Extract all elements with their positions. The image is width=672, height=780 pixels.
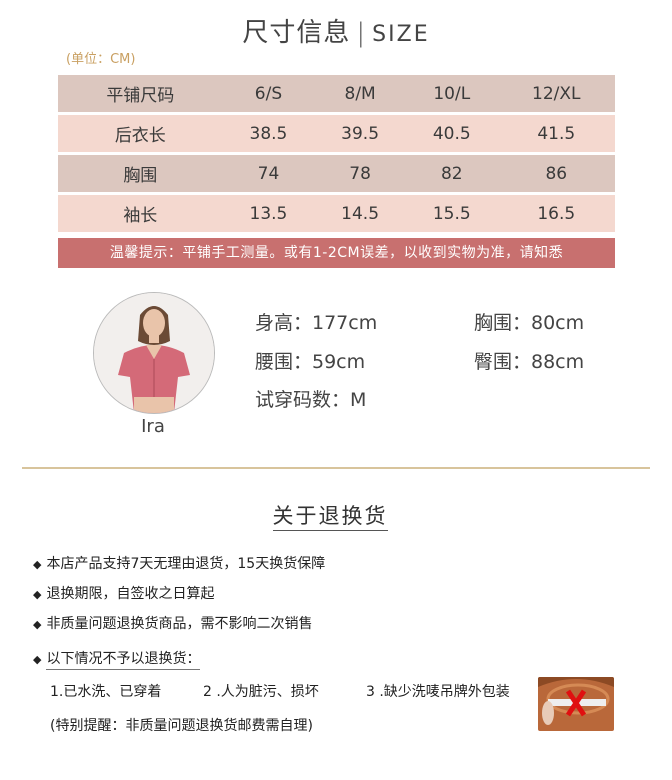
bullet-text: 本店产品支持7天无理由退货，15天换货保障 xyxy=(46,556,326,572)
table-header-cell: 平铺尺码 xyxy=(58,75,223,112)
missing-tag-image xyxy=(538,677,614,731)
page-title: 尺寸信息 | SIZE xyxy=(0,12,672,49)
table-row: 胸围 74 78 82 86 xyxy=(58,155,615,192)
model-photo-icon xyxy=(94,293,214,413)
table-cell: 78 xyxy=(314,155,406,192)
table-row: 后衣长 38.5 39.5 40.5 41.5 xyxy=(58,115,615,152)
unit-label: (单位：CM) xyxy=(66,52,136,67)
table-header-cell: 8/M xyxy=(314,75,406,112)
diamond-icon: ◆ xyxy=(33,618,42,631)
condition-1: 1.已水洗、已穿着 xyxy=(50,684,162,700)
table-cell: 40.5 xyxy=(405,115,498,152)
table-header-cell: 10/L xyxy=(405,75,498,112)
table-header-cell: 12/XL xyxy=(497,75,615,112)
diamond-icon: ◆ xyxy=(33,653,42,666)
table-cell: 41.5 xyxy=(497,115,615,152)
table-cell: 15.5 xyxy=(405,195,498,232)
section-divider xyxy=(22,467,650,469)
table-cell: 74 xyxy=(222,155,315,192)
table-header-cell: 6/S xyxy=(222,75,315,112)
model-name: Ira xyxy=(141,416,165,437)
model-size: 试穿码数：M xyxy=(255,389,367,411)
title-en: SIZE xyxy=(372,22,430,47)
table-cell: 胸围 xyxy=(58,155,223,192)
bullet-text: 非质量问题退换货商品，需不影响二次销售 xyxy=(46,616,313,632)
table-cell: 82 xyxy=(405,155,498,192)
returns-bullet: ◆ 非质量问题退换货商品，需不影响二次销售 xyxy=(33,613,312,633)
bullet-text: 退换期限，自签收之日算起 xyxy=(46,586,215,602)
returns-bullet: ◆ 本店产品支持7天无理由退货，15天换货保障 xyxy=(33,553,325,573)
model-bust: 胸围：80cm xyxy=(474,312,585,334)
table-header-row: 平铺尺码 6/S 8/M 10/L 12/XL xyxy=(58,75,615,112)
table-cell: 38.5 xyxy=(222,115,315,152)
bullet-text: 以下情况不予以退换货： xyxy=(46,651,201,670)
diamond-icon: ◆ xyxy=(33,588,42,601)
diamond-icon: ◆ xyxy=(33,558,42,571)
model-height: 身高：177cm xyxy=(255,312,378,334)
table-row: 袖长 13.5 14.5 15.5 16.5 xyxy=(58,195,615,232)
condition-2: 2 .人为脏污、损坏 xyxy=(203,684,319,700)
table-cell: 16.5 xyxy=(497,195,615,232)
returns-bullet: ◆ 以下情况不予以退换货： xyxy=(33,648,201,670)
returns-title: 关于退换货 xyxy=(0,500,660,531)
model-avatar xyxy=(93,292,215,414)
size-table: 平铺尺码 6/S 8/M 10/L 12/XL 后衣长 38.5 39.5 40… xyxy=(58,72,615,235)
title-separator: | xyxy=(356,18,367,48)
table-cell: 14.5 xyxy=(314,195,406,232)
condition-3: 3 .缺少洗唛吊牌外包装 xyxy=(366,684,510,700)
table-cell: 86 xyxy=(497,155,615,192)
title-cn: 尺寸信息 xyxy=(242,18,351,48)
table-cell: 袖长 xyxy=(58,195,223,232)
returns-title-text: 关于退换货 xyxy=(272,504,388,531)
model-hips: 臀围：88cm xyxy=(474,351,585,373)
table-cell: 后衣长 xyxy=(58,115,223,152)
table-cell: 13.5 xyxy=(222,195,315,232)
measurement-note: 温馨提示：平铺手工测量。或有1-2CM误差，以收到实物为准，请知悉 xyxy=(58,238,615,268)
returns-bullet: ◆ 退换期限，自签收之日算起 xyxy=(33,583,214,603)
table-cell: 39.5 xyxy=(314,115,406,152)
model-waist: 腰围：59cm xyxy=(255,351,366,373)
tag-crossed-icon xyxy=(538,677,614,731)
shipping-reminder: (特别提醒：非质量问题退换货邮费需自理) xyxy=(50,718,313,734)
